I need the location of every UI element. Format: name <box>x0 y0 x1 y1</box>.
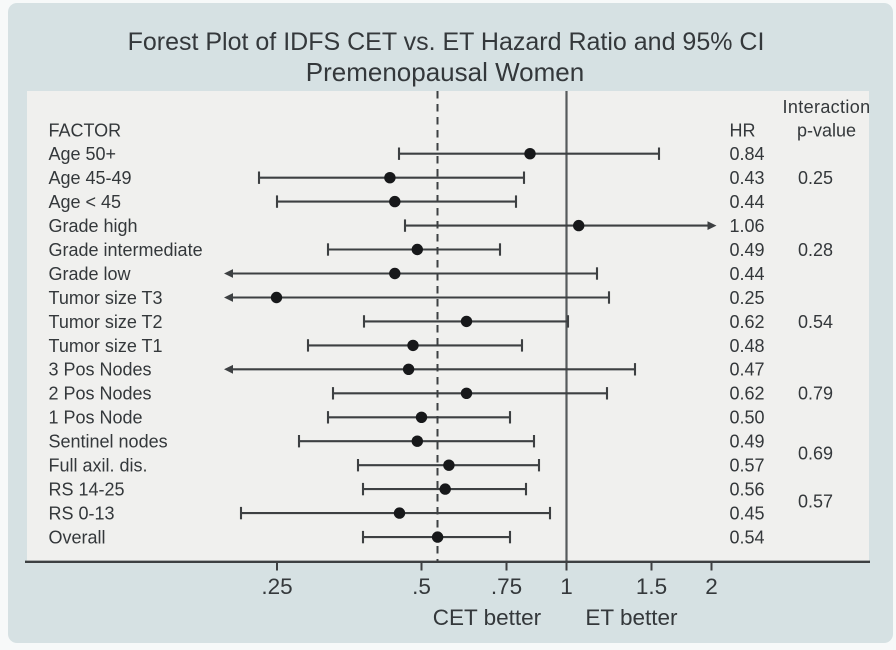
svg-text:Interaction: Interaction <box>783 97 871 117</box>
svg-text:Full axil. dis.: Full axil. dis. <box>49 456 148 476</box>
svg-text:0.49: 0.49 <box>730 240 765 260</box>
svg-text:Sentinel nodes: Sentinel nodes <box>49 432 168 452</box>
svg-text:2: 2 <box>705 574 718 599</box>
svg-text:0.49: 0.49 <box>730 432 765 452</box>
svg-text:1: 1 <box>560 574 573 599</box>
svg-text:Age < 45: Age < 45 <box>49 192 122 212</box>
svg-text:Grade high: Grade high <box>49 216 138 236</box>
svg-text:0.44: 0.44 <box>730 192 765 212</box>
svg-text:0.44: 0.44 <box>730 264 765 284</box>
svg-text:FACTOR: FACTOR <box>49 121 122 141</box>
svg-text:1 Pos Node: 1 Pos Node <box>49 408 143 428</box>
svg-text:CET better: CET better <box>433 605 542 630</box>
svg-text:0.48: 0.48 <box>730 336 765 356</box>
svg-text:Forest Plot of IDFS CET vs. ET: Forest Plot of IDFS CET vs. ET Hazard Ra… <box>128 28 765 56</box>
svg-text:0.43: 0.43 <box>730 168 765 188</box>
svg-text:0.54: 0.54 <box>798 312 833 332</box>
svg-text:Overall: Overall <box>49 528 106 548</box>
svg-text:0.56: 0.56 <box>730 480 765 500</box>
svg-text:.5: .5 <box>412 574 431 599</box>
svg-text:0.47: 0.47 <box>730 360 765 380</box>
svg-text:Tumor size T1: Tumor size T1 <box>49 336 163 356</box>
svg-text:RS 14-25: RS 14-25 <box>49 480 125 500</box>
svg-text:.75: .75 <box>491 574 522 599</box>
svg-text:0.69: 0.69 <box>798 444 833 464</box>
svg-text:0.50: 0.50 <box>730 408 765 428</box>
svg-text:Age 45-49: Age 45-49 <box>49 168 132 188</box>
svg-text:1.5: 1.5 <box>636 574 667 599</box>
svg-text:0.45: 0.45 <box>730 504 765 524</box>
svg-text:0.25: 0.25 <box>730 288 765 308</box>
svg-text:0.57: 0.57 <box>798 492 833 512</box>
svg-text:Age 50+: Age 50+ <box>49 144 117 164</box>
svg-text:.25: .25 <box>261 574 292 599</box>
svg-text:Tumor size T2: Tumor size T2 <box>49 312 163 332</box>
svg-text:0.54: 0.54 <box>730 528 765 548</box>
svg-text:Grade intermediate: Grade intermediate <box>49 240 203 260</box>
svg-text:ET better: ET better <box>585 605 678 630</box>
svg-text:1.06: 1.06 <box>730 216 765 236</box>
svg-text:0.25: 0.25 <box>798 168 833 188</box>
svg-text:HR: HR <box>730 121 756 141</box>
svg-text:3 Pos Nodes: 3 Pos Nodes <box>49 360 152 380</box>
svg-text:0.62: 0.62 <box>730 312 765 332</box>
svg-text:0.62: 0.62 <box>730 384 765 404</box>
svg-text:0.28: 0.28 <box>798 240 833 260</box>
svg-text:0.57: 0.57 <box>730 456 765 476</box>
svg-text:2 Pos Nodes: 2 Pos Nodes <box>49 384 152 404</box>
svg-text:Premenopausal Women: Premenopausal Women <box>306 57 584 87</box>
svg-text:Tumor size T3: Tumor size T3 <box>49 288 163 308</box>
svg-text:p-value: p-value <box>797 121 856 141</box>
svg-text:0.79: 0.79 <box>798 384 833 404</box>
svg-text:RS 0-13: RS 0-13 <box>49 504 115 524</box>
svg-text:Grade low: Grade low <box>49 264 132 284</box>
svg-text:0.84: 0.84 <box>730 144 765 164</box>
